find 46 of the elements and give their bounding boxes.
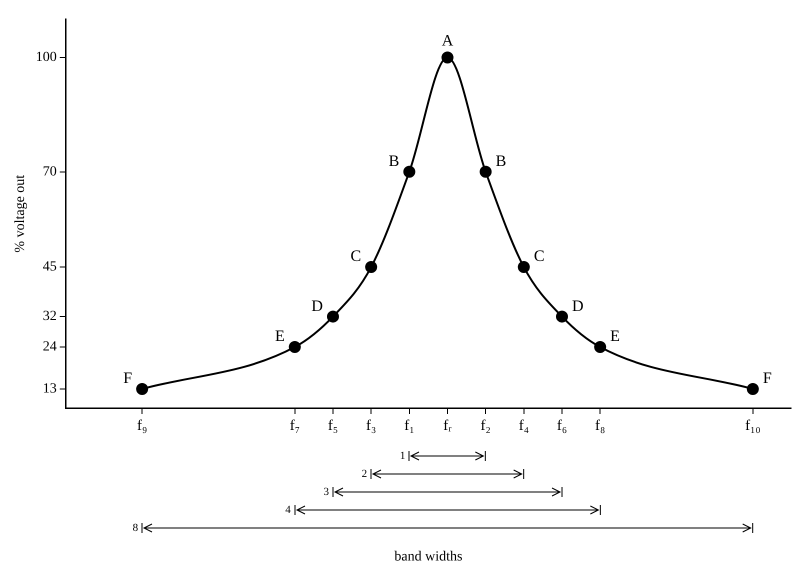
x-tick-label: f₁ <box>404 418 414 434</box>
text: 8 <box>132 522 139 534</box>
text: 3 <box>323 486 330 498</box>
x-tick-label: f₅ <box>328 418 338 434</box>
point <box>136 382 148 395</box>
annotation: E <box>275 328 285 346</box>
annotation: B <box>496 152 506 170</box>
point <box>594 341 606 354</box>
point <box>365 261 378 274</box>
x-tick-label: f₉ <box>137 418 148 434</box>
y-tick-label: 100 <box>36 50 57 66</box>
x-tick-label: f₈ <box>595 418 606 434</box>
y-tick-label: 32 <box>42 309 57 324</box>
point <box>288 341 301 354</box>
x-tick-label: fᵣ <box>443 418 452 434</box>
annotation: B <box>388 152 400 170</box>
point <box>518 261 530 274</box>
text: band widths <box>394 550 462 565</box>
text: 2 <box>362 468 368 480</box>
x-tick-label: f₁₀ <box>745 418 761 434</box>
annotation: F <box>123 370 132 388</box>
point <box>746 382 759 395</box>
x-tick-label: f₆ <box>556 418 568 434</box>
annotation: C <box>350 248 362 266</box>
annotation: E <box>610 328 620 346</box>
x-tick-label: f₂ <box>480 418 491 434</box>
annotation: F <box>762 370 772 388</box>
annotation: C <box>534 248 544 266</box>
x-tick-label: f₄ <box>518 418 529 434</box>
y-axis-title: % voltage out <box>13 174 28 253</box>
x-tick-label: f₇ <box>290 418 300 434</box>
text: 1 <box>400 450 406 462</box>
point <box>326 310 339 323</box>
annotation: D <box>311 298 323 315</box>
text: 4 <box>285 504 292 516</box>
y-tick-label: 70 <box>42 164 57 180</box>
x-tick-label: f₃ <box>366 418 376 434</box>
point <box>403 166 416 178</box>
y-tick-label: 45 <box>42 260 57 275</box>
y-tick-label: 13 <box>42 382 57 397</box>
y-tick-label: 24 <box>42 340 57 355</box>
point <box>480 166 492 178</box>
annotation: D <box>572 298 584 315</box>
point <box>556 310 568 323</box>
annotation: A <box>442 32 454 50</box>
point <box>441 52 454 64</box>
